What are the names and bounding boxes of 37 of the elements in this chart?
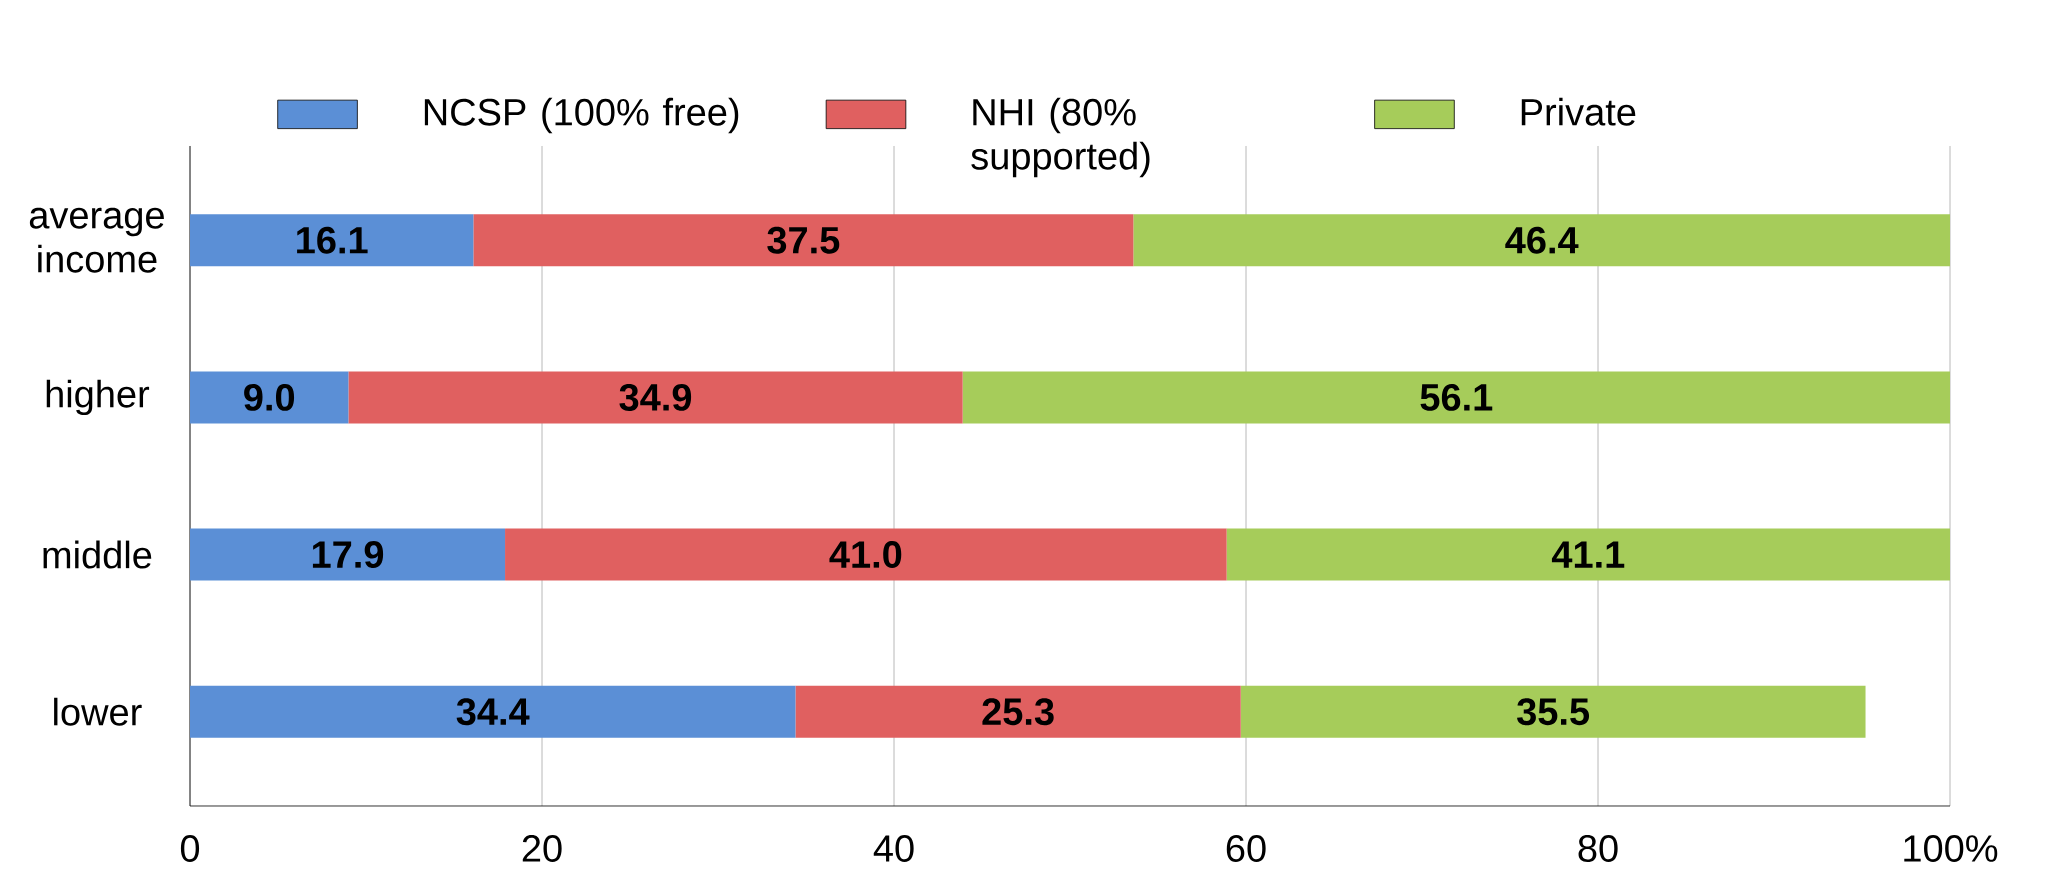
bar <box>1240 685 1866 738</box>
legend-label: NCSP (100% free) <box>424 97 739 134</box>
data-label: 41.0 <box>829 541 902 569</box>
x-tick-label: 20 <box>522 835 562 862</box>
legend-label: NHI (80% supported) <box>971 97 1150 178</box>
y-tick-label: lower <box>54 697 142 726</box>
legend-label: Private <box>1521 97 1636 126</box>
x-tick-label: 80 <box>1578 835 1618 862</box>
data-label: 35.5 <box>1517 698 1590 726</box>
data-label: 37.5 <box>767 226 840 254</box>
bar <box>190 685 796 738</box>
x-tick-label: 0 <box>180 835 200 862</box>
bar <box>962 371 1951 424</box>
data-label: 17.9 <box>312 541 384 569</box>
y-tick-label: higher <box>46 379 150 416</box>
x-tick-label: 40 <box>873 835 914 862</box>
bar <box>505 528 1227 581</box>
y-tick-label: average income <box>29 207 164 273</box>
y-tick-label: middle <box>43 540 152 569</box>
data-label: 56.1 <box>1420 383 1493 411</box>
bar <box>190 371 349 424</box>
x-tick-label: 100% <box>1904 835 1998 862</box>
bar <box>1226 528 1951 581</box>
data-label: 41.1 <box>1551 541 1625 568</box>
bar <box>473 214 1134 267</box>
x-tick-label: 60 <box>1226 835 1266 862</box>
data-label: 46.4 <box>1505 226 1579 254</box>
bar <box>795 685 1241 738</box>
data-label: 34.9 <box>619 383 692 411</box>
data-label: 25.3 <box>982 698 1054 726</box>
data-label: 34.4 <box>456 698 530 726</box>
data-label: 16.1 <box>297 226 368 254</box>
bar <box>190 528 506 581</box>
bar <box>1133 214 1951 267</box>
bar <box>190 214 474 267</box>
bar <box>348 371 963 424</box>
data-label: 9.0 <box>244 383 295 411</box>
